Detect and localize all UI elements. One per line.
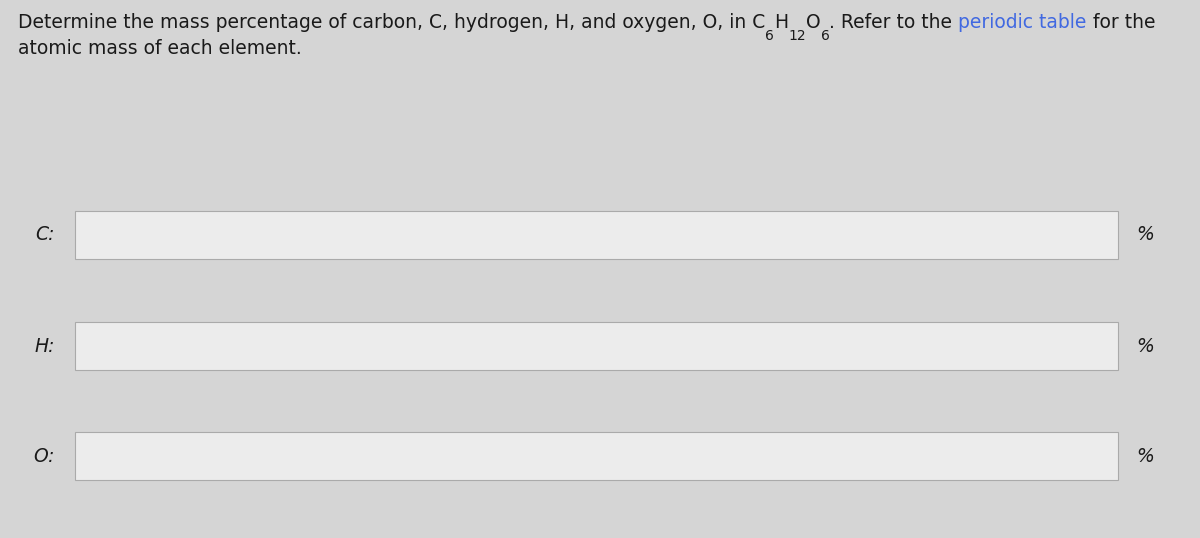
Text: 12: 12 (788, 29, 806, 43)
Text: . Refer to the: . Refer to the (829, 13, 959, 32)
Text: 6: 6 (821, 29, 829, 43)
Text: for the: for the (1087, 13, 1156, 32)
Text: O: O (806, 13, 821, 32)
Text: %: % (1136, 225, 1154, 244)
Text: 6: 6 (766, 29, 774, 43)
Text: H: H (774, 13, 788, 32)
Text: C:: C: (36, 225, 55, 244)
Text: %: % (1136, 447, 1154, 465)
Text: O:: O: (34, 447, 55, 465)
Text: H:: H: (35, 336, 55, 356)
Text: %: % (1136, 336, 1154, 356)
Text: Determine the mass percentage of carbon, C, hydrogen, H, and oxygen, O, in C: Determine the mass percentage of carbon,… (18, 13, 766, 32)
Text: atomic mass of each element.: atomic mass of each element. (18, 39, 301, 58)
Text: periodic table: periodic table (959, 13, 1087, 32)
